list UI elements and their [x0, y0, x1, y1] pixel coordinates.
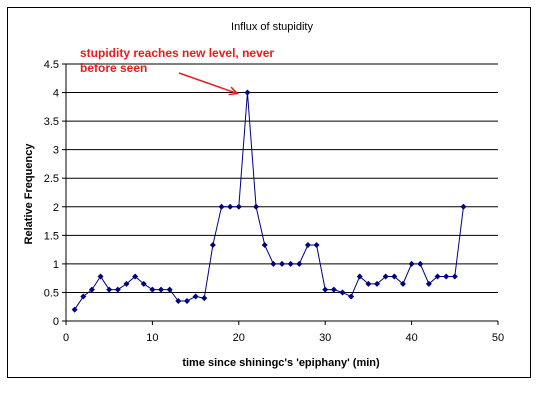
data-point	[235, 203, 242, 210]
data-point	[365, 280, 372, 287]
chart-title: Influx of stupidity	[231, 21, 313, 33]
x-tick-labels: 0 10 20 30 40 50	[63, 332, 504, 344]
data-point	[244, 89, 251, 96]
x-tick-label: 10	[146, 332, 158, 344]
y-axis-title: Relative Frequency	[23, 143, 35, 245]
y-tick-label: 2.5	[44, 173, 59, 185]
data-point	[460, 203, 467, 210]
data-point	[80, 293, 87, 300]
data-point	[88, 286, 95, 293]
data-point	[279, 260, 285, 267]
x-tick-label: 20	[233, 332, 245, 344]
data-point	[399, 280, 406, 287]
data-point	[123, 280, 130, 287]
x-axis-title: time since shiningc's 'epiphany' (min)	[182, 357, 380, 369]
data-point	[287, 260, 294, 267]
y-tick-label: 0	[53, 316, 59, 328]
y-tick-label: 2	[53, 202, 59, 214]
data-point	[114, 286, 121, 293]
y-tick-label: 1	[53, 259, 59, 271]
data-point	[425, 280, 432, 287]
data-point	[218, 203, 225, 210]
data-point	[330, 286, 337, 293]
data-point	[192, 293, 199, 300]
annotation-text: before seen	[80, 61, 147, 75]
x-tick-label: 0	[63, 332, 69, 344]
data-point	[451, 273, 458, 280]
data-point	[339, 289, 346, 296]
series-line	[74, 92, 464, 310]
data-point	[296, 260, 303, 267]
data-point	[408, 260, 415, 267]
data-point	[391, 273, 398, 280]
data-point	[132, 273, 139, 280]
data-point	[227, 203, 234, 210]
data-point	[322, 286, 329, 293]
data-point	[443, 273, 450, 280]
gridlines	[66, 63, 498, 293]
data-point	[253, 203, 260, 210]
data-point	[356, 273, 363, 280]
x-tick-label: 50	[492, 332, 504, 344]
annotation-text: stupidity reaches new level, never	[80, 46, 274, 60]
y-tick-label: 3	[53, 145, 59, 157]
data-point	[304, 242, 311, 249]
series-group	[71, 89, 467, 313]
data-point	[313, 242, 320, 249]
y-tick-label: 3.5	[44, 116, 59, 128]
data-point	[71, 306, 78, 313]
data-point	[97, 273, 104, 280]
data-point	[374, 280, 381, 287]
data-point	[158, 286, 165, 293]
data-point	[149, 286, 156, 293]
data-point	[261, 242, 268, 249]
data-point	[166, 286, 173, 293]
data-point	[382, 273, 389, 280]
data-point	[201, 295, 208, 302]
x-tick-label: 40	[405, 332, 417, 344]
annotation-arrow-line	[178, 72, 238, 95]
data-point	[140, 280, 147, 287]
data-point	[106, 286, 113, 293]
axes	[62, 63, 499, 325]
data-point	[175, 298, 182, 305]
data-point	[434, 273, 441, 280]
data-point	[183, 298, 190, 305]
x-tick-label: 30	[319, 332, 331, 344]
annotation-group: stupidity reaches new level, neverbefore…	[80, 46, 274, 96]
chart-frame	[7, 7, 531, 378]
y-tick-labels: 0 0.5 1 1.5 2 2.5 3 3.5 4 4.5	[44, 59, 59, 328]
data-point	[348, 293, 355, 300]
data-point	[209, 242, 216, 249]
y-tick-label: 4.5	[44, 59, 59, 71]
annotation-arrowhead	[228, 86, 240, 96]
y-tick-label: 0.5	[44, 287, 59, 299]
data-point	[417, 260, 424, 267]
data-point	[270, 260, 277, 267]
y-tick-label: 1.5	[44, 230, 59, 242]
y-tick-label: 4	[53, 88, 59, 100]
